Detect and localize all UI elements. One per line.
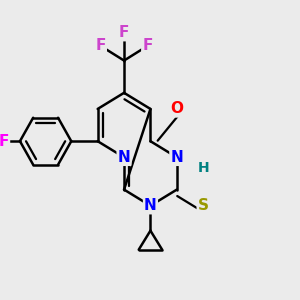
Text: F: F xyxy=(119,25,129,40)
Text: F: F xyxy=(95,38,106,53)
Text: N: N xyxy=(144,198,157,213)
Text: H: H xyxy=(197,160,209,175)
Text: N: N xyxy=(170,150,183,165)
Text: F: F xyxy=(142,38,153,53)
Text: F: F xyxy=(0,134,9,149)
Text: S: S xyxy=(198,198,209,213)
Text: O: O xyxy=(170,101,183,116)
Text: N: N xyxy=(118,150,130,165)
